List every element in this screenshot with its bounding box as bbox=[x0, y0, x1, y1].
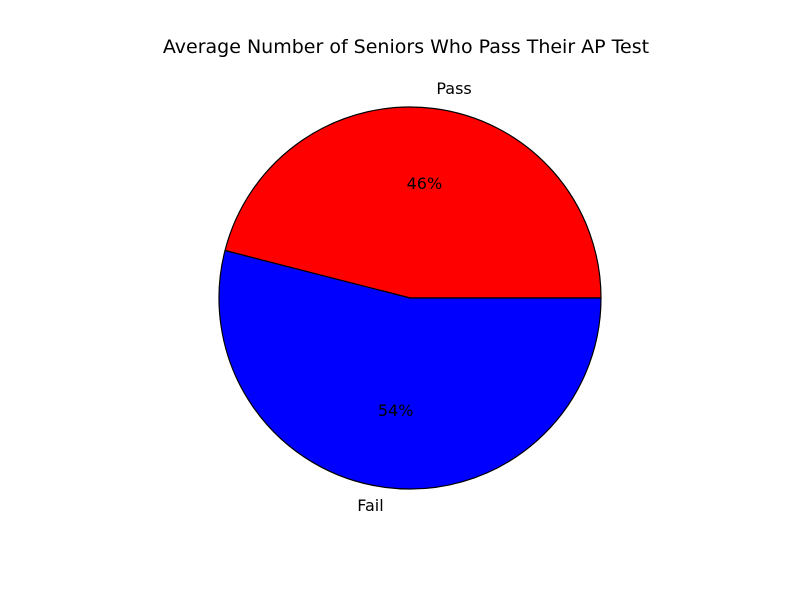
slice-percent-pass: 46% bbox=[407, 174, 443, 193]
pie-slices bbox=[218, 106, 602, 490]
chart-title: Average Number of Seniors Who Pass Their… bbox=[163, 36, 649, 58]
slice-percent-fail: 54% bbox=[378, 401, 414, 420]
pie-slice-fail bbox=[218, 249, 602, 490]
slice-label-pass: Pass bbox=[436, 79, 471, 98]
slice-label-fail: Fail bbox=[357, 496, 383, 515]
pie-slice-pass bbox=[224, 106, 602, 299]
pie-labels: Pass 46% Fail 54% bbox=[357, 79, 472, 515]
